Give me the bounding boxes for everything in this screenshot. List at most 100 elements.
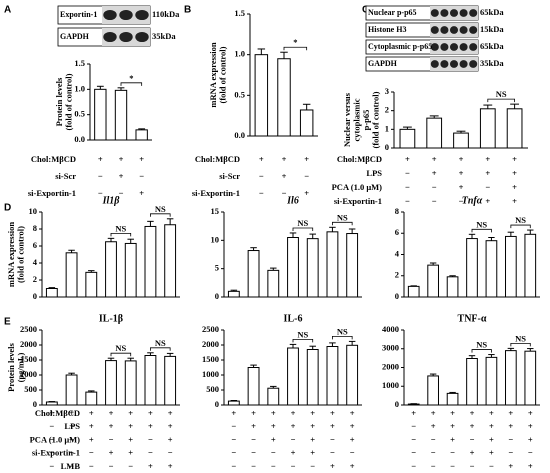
- blot-band: [430, 60, 439, 68]
- condition-sign: +: [528, 461, 533, 471]
- condition-label: si-Exportin-1: [192, 188, 240, 198]
- condition-sign: −: [119, 188, 124, 198]
- blot-size: 15kDa: [480, 24, 504, 34]
- y-tick-label: 2000: [382, 361, 399, 371]
- condition-sign: +: [405, 154, 410, 164]
- condition-sign: −: [304, 171, 309, 181]
- condition-sign: −: [528, 448, 533, 458]
- condition-sign: +: [489, 434, 494, 444]
- y-tick-label: 8: [395, 206, 399, 216]
- blot-label: Histone H3: [368, 25, 406, 34]
- condition-sign: +: [411, 408, 416, 418]
- significance-label: NS: [155, 338, 166, 348]
- condition-sign: +: [350, 461, 355, 471]
- bar: [326, 346, 339, 406]
- condition-sign: +: [119, 171, 124, 181]
- blot-band: [459, 43, 468, 51]
- condition-sign: +: [330, 461, 335, 471]
- y-tick-label: 500: [24, 384, 37, 394]
- panel-letter: A: [4, 5, 11, 16]
- condition-sign: +: [128, 421, 133, 431]
- condition-sign: +: [89, 434, 94, 444]
- condition-sign: +: [330, 408, 335, 418]
- condition-sign: −: [168, 448, 173, 458]
- condition-sign: −: [271, 461, 276, 471]
- y-tick-label: 5: [215, 263, 219, 273]
- significance-bracket: [292, 227, 314, 231]
- blot-band: [430, 43, 439, 51]
- condition-sign: −: [350, 448, 355, 458]
- bar: [247, 250, 260, 298]
- bar: [114, 89, 128, 141]
- y-tick-label: 4000: [382, 324, 399, 334]
- bar: [247, 367, 260, 406]
- blot-size: 65kDa: [480, 7, 504, 17]
- y-axis-label: (pg/mL): [15, 352, 25, 382]
- bar: [85, 391, 98, 406]
- condition-sign: −: [271, 448, 276, 458]
- chart-title: Tnfα: [462, 195, 483, 206]
- panel-letter: D: [4, 203, 11, 214]
- condition-sign: −: [450, 448, 455, 458]
- blot-band: [440, 60, 449, 68]
- significance-bracket: [510, 342, 531, 347]
- condition-sign: −: [259, 188, 264, 198]
- blot-band: [430, 26, 439, 34]
- condition-sign: +: [168, 408, 173, 418]
- significance-label: NS: [476, 340, 487, 350]
- condition-sign: +: [431, 421, 436, 431]
- bar: [65, 252, 78, 298]
- bar: [144, 355, 157, 406]
- bar: [426, 117, 443, 149]
- bar: [65, 374, 78, 406]
- condition-sign: −: [411, 461, 416, 471]
- y-tick-label: 0: [215, 399, 219, 409]
- blot-band: [459, 26, 468, 34]
- condition-sign: −: [330, 434, 335, 444]
- condition-sign: +: [459, 154, 464, 164]
- condition-sign: +: [282, 154, 287, 164]
- bar: [85, 271, 98, 298]
- condition-sign: +: [282, 171, 287, 181]
- blot-size: 110kDa: [152, 9, 180, 19]
- y-tick-label: 1.5: [74, 58, 85, 68]
- condition-sign: −: [251, 461, 256, 471]
- significance-label: NS: [297, 218, 308, 228]
- bar: [326, 231, 339, 298]
- significance-bracket: [120, 82, 143, 86]
- condition-sign: +: [450, 408, 455, 418]
- condition-sign: −: [405, 168, 410, 178]
- condition-sign: +: [139, 154, 144, 164]
- y-axis-label: (fold of control): [217, 46, 227, 103]
- bar: [466, 358, 478, 406]
- condition-sign: −: [291, 461, 296, 471]
- bar: [427, 375, 439, 406]
- condition-sign: +: [128, 448, 133, 458]
- condition-sign: −: [251, 448, 256, 458]
- condition-sign: +: [489, 408, 494, 418]
- y-tick-label: 3000: [382, 343, 399, 353]
- significance-bracket: [110, 352, 132, 357]
- condition-sign: −: [432, 196, 437, 206]
- condition-sign: +: [450, 434, 455, 444]
- bar: [505, 350, 517, 406]
- bar: [505, 235, 517, 298]
- blot-band: [430, 9, 439, 17]
- y-tick-label: 1000: [382, 380, 399, 390]
- blot-band: [459, 60, 468, 68]
- blot-band: [469, 26, 478, 34]
- bar: [94, 88, 107, 141]
- y-tick-label: 1: [385, 123, 389, 133]
- significance-label: *: [129, 73, 133, 83]
- blot-band: [469, 60, 478, 68]
- condition-sign: +: [528, 421, 533, 431]
- bar: [427, 264, 439, 298]
- significance-label: NS: [515, 215, 526, 225]
- significance-bracket: [487, 98, 515, 103]
- bar: [524, 233, 537, 298]
- condition-label: si-Exportin-1: [32, 448, 80, 458]
- bar: [453, 132, 469, 149]
- significance-bracket: [283, 46, 308, 51]
- y-axis-label: (fold of control): [15, 226, 25, 283]
- condition-sign: +: [89, 408, 94, 418]
